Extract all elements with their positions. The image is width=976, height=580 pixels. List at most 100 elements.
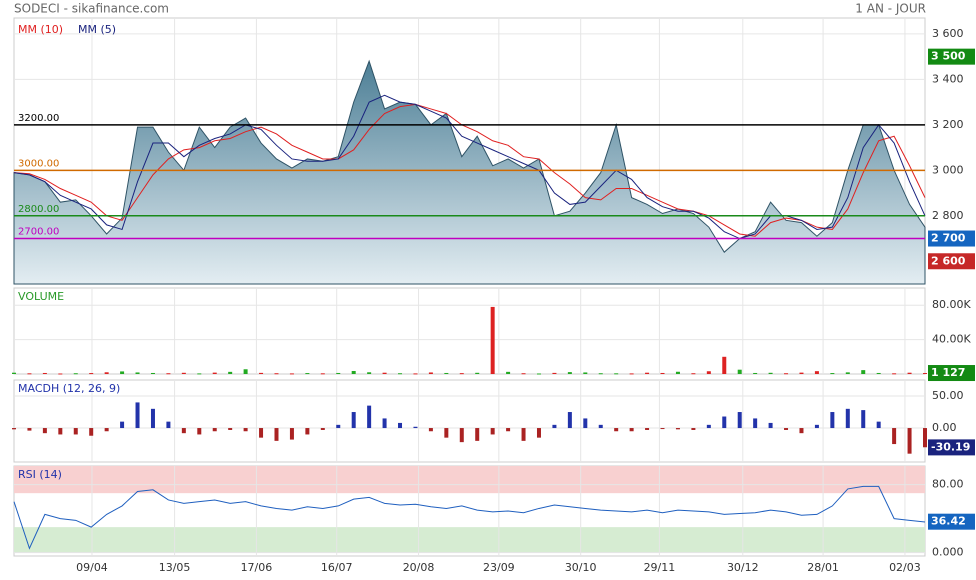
bar <box>706 424 711 429</box>
bar <box>907 428 912 454</box>
bar <box>228 371 233 374</box>
bar <box>150 372 155 374</box>
bar <box>274 373 279 375</box>
bar <box>753 372 758 374</box>
bar <box>428 428 433 432</box>
value-marker <box>928 230 975 247</box>
x-tick-label: 13/05 <box>159 561 191 574</box>
panel-title: MACDH (12, 26, 9) <box>18 382 120 395</box>
bar <box>320 373 325 375</box>
bar <box>768 422 773 429</box>
bar <box>506 371 511 374</box>
value-marker-label: 1 127 <box>931 366 965 379</box>
bar <box>814 371 819 374</box>
bar <box>645 372 650 374</box>
bar <box>814 424 819 429</box>
bar <box>459 373 464 375</box>
reference-label: 2700.00 <box>18 227 59 238</box>
bar <box>73 373 78 375</box>
bar <box>197 373 202 375</box>
bar <box>104 372 109 374</box>
bar <box>552 372 557 374</box>
bar <box>320 428 325 430</box>
bar <box>444 372 449 374</box>
bar <box>367 372 372 374</box>
value-marker <box>928 513 975 530</box>
bar <box>289 373 294 375</box>
bar <box>12 428 16 430</box>
header-period: 1 AN - JOUR <box>855 2 926 16</box>
bar <box>104 428 109 432</box>
bar <box>459 428 464 443</box>
bar <box>42 428 47 434</box>
bar <box>629 428 634 432</box>
bar <box>305 428 310 435</box>
bar <box>737 412 742 429</box>
bar <box>830 373 835 375</box>
band <box>14 527 925 553</box>
y-tick-label: 3 400 <box>932 72 964 85</box>
bar <box>784 428 789 430</box>
bar <box>614 373 619 375</box>
reference-label: 3200.00 <box>18 113 59 124</box>
y-tick-label: 80.00 <box>932 478 964 491</box>
bar <box>598 424 603 429</box>
y-tick-label: 80.00K <box>932 298 971 311</box>
x-tick-label: 30/12 <box>727 561 759 574</box>
x-tick-label: 23/09 <box>483 561 515 574</box>
bar <box>722 356 727 374</box>
bar <box>398 373 403 375</box>
bar <box>166 373 171 375</box>
y-tick-label: 3 600 <box>932 27 964 40</box>
x-tick-label: 02/03 <box>889 561 921 574</box>
x-tick-label: 30/10 <box>565 561 597 574</box>
bar <box>907 372 912 374</box>
bar <box>598 373 603 375</box>
value-marker-label: 2 600 <box>931 254 966 267</box>
bar <box>181 372 186 374</box>
bar <box>691 373 696 375</box>
bar <box>490 428 495 435</box>
panel <box>13 379 926 463</box>
bar <box>382 372 387 374</box>
y-tick-label: 3 200 <box>932 118 964 131</box>
bar <box>691 428 696 430</box>
bar <box>629 373 634 375</box>
bar <box>536 428 541 438</box>
bar <box>398 422 403 429</box>
bar <box>58 373 63 375</box>
reference-label: 3000.00 <box>18 158 59 169</box>
bar <box>490 306 495 374</box>
bar <box>259 372 264 374</box>
value-marker-label: 2 700 <box>931 232 966 245</box>
bar <box>89 428 94 436</box>
bar <box>583 372 588 374</box>
bar <box>892 428 897 445</box>
legend-entry: MM (10) <box>18 23 63 36</box>
panel-title: VOLUME <box>18 290 64 303</box>
rsi-line <box>13 485 926 550</box>
bar <box>614 428 619 432</box>
bar <box>892 373 897 375</box>
legend-entry: MM (5) <box>78 23 116 36</box>
bar <box>845 372 850 374</box>
bar <box>197 428 202 435</box>
bar <box>923 373 927 375</box>
value-marker <box>928 365 975 382</box>
bar <box>830 412 835 429</box>
reference-label: 2800.00 <box>18 204 59 215</box>
bar <box>150 408 155 429</box>
bar <box>413 373 418 375</box>
value-marker <box>928 439 975 456</box>
bar <box>799 372 804 374</box>
bar <box>289 428 294 440</box>
bar <box>536 373 541 375</box>
bar <box>675 371 680 374</box>
bar <box>784 373 789 375</box>
bar <box>73 428 78 435</box>
bar <box>382 418 387 429</box>
bar <box>120 421 125 429</box>
bar <box>506 428 511 432</box>
bar <box>58 428 63 435</box>
